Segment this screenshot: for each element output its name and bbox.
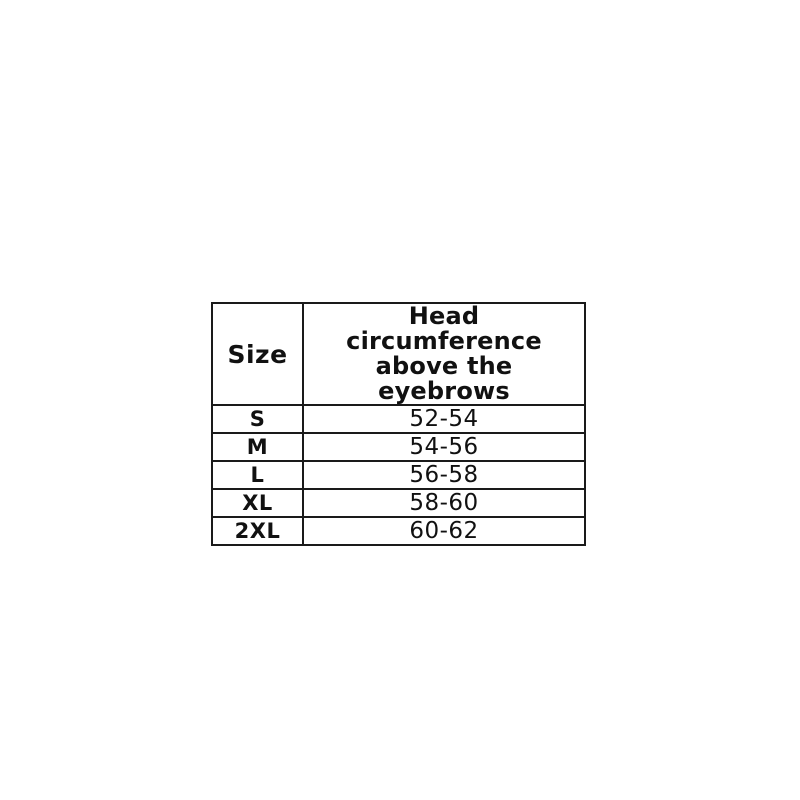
range-cell: 60-62 [302, 516, 586, 546]
circumference-column-header: Head circumference above the eyebrows [302, 302, 586, 406]
size-column-header: Size [211, 302, 304, 406]
range-cell: 56-58 [302, 460, 586, 490]
size-chart-table: Size Head circumference above the eyebro… [211, 302, 586, 546]
size-cell: S [211, 404, 304, 434]
table-row: S 52-54 [211, 404, 586, 434]
table-row: M 54-56 [211, 432, 586, 462]
table-row: 2XL 60-62 [211, 516, 586, 546]
size-cell: L [211, 460, 304, 490]
size-cell: XL [211, 488, 304, 518]
range-cell: 52-54 [302, 404, 586, 434]
table-header-row: Size Head circumference above the eyebro… [211, 302, 586, 406]
table-row: XL 58-60 [211, 488, 586, 518]
range-cell: 58-60 [302, 488, 586, 518]
size-cell: 2XL [211, 516, 304, 546]
range-cell: 54-56 [302, 432, 586, 462]
size-cell: M [211, 432, 304, 462]
table-row: L 56-58 [211, 460, 586, 490]
